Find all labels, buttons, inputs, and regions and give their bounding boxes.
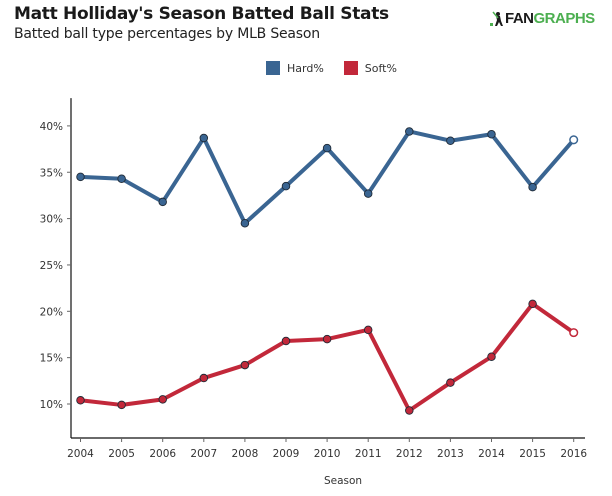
- data-point-hard: [363, 189, 373, 198]
- logo-text-fan: FAN: [505, 10, 534, 27]
- batter-icon: [490, 11, 503, 26]
- data-point-soft: [240, 360, 250, 370]
- x-tick-label: 2009: [273, 448, 300, 460]
- data-point-hard: [117, 174, 126, 183]
- data-point-soft: [117, 400, 126, 410]
- y-axis: 10% 15% 20% 25% 30% 35% 40%: [40, 98, 72, 438]
- data-point-hard: [528, 182, 537, 192]
- x-tick-label: 2010: [314, 448, 341, 460]
- x-tick-label: 2012: [396, 448, 423, 460]
- x-tick-label: 2008: [232, 448, 259, 460]
- data-point-hard: [240, 218, 250, 228]
- x-axis-title: Season: [324, 475, 362, 487]
- data-point-soft: [363, 325, 373, 335]
- y-tick-label: 25%: [40, 260, 63, 272]
- series-line-soft: [78, 301, 576, 413]
- legend-item-soft[interactable]: Soft%: [343, 61, 397, 75]
- x-tick-label: 2004: [67, 448, 94, 460]
- data-point-hard: [446, 136, 455, 145]
- legend-label-hard: Hard%: [287, 61, 324, 75]
- x-tick-label: 2011: [355, 448, 382, 460]
- x-tick-label: 2014: [478, 448, 505, 460]
- legend-swatch-soft: [343, 61, 358, 75]
- data-point-hard: [281, 181, 291, 191]
- y-tick-label: 15%: [40, 353, 63, 365]
- data-point-soft: [569, 328, 579, 338]
- data-point-soft: [487, 352, 496, 361]
- y-tick-label: 20%: [40, 306, 63, 318]
- chart-subtitle: Batted ball type percentages by MLB Seas…: [14, 26, 320, 42]
- data-point-hard: [199, 133, 209, 143]
- y-tick-label: 30%: [40, 214, 63, 226]
- data-point-soft: [158, 395, 167, 404]
- data-point-hard: [569, 135, 579, 145]
- data-point-soft: [446, 378, 455, 387]
- x-tick-label: 2005: [108, 448, 135, 460]
- x-tick-label: 2016: [560, 448, 587, 460]
- data-point-hard: [158, 197, 167, 207]
- logo-text-graphs: GRAPHS: [533, 10, 596, 27]
- data-point-hard: [405, 127, 414, 136]
- data-point-hard: [76, 172, 85, 182]
- legend-item-hard[interactable]: Hard%: [266, 61, 324, 75]
- fangraphs-logo[interactable]: FAN GRAPHS: [490, 10, 595, 27]
- x-tick-label: 2007: [190, 448, 217, 460]
- data-point-soft: [281, 336, 291, 346]
- y-tick-label: 40%: [40, 121, 63, 133]
- y-tick-label: 35%: [40, 167, 63, 179]
- x-tick-label: 2006: [149, 448, 176, 460]
- x-tick-label: 2013: [437, 448, 464, 460]
- chart-legend: Hard% Soft%: [266, 61, 417, 75]
- chart-title: Matt Holliday's Season Batted Ball Stats: [14, 4, 389, 24]
- x-tick-label: 2015: [519, 448, 546, 460]
- data-point-soft: [76, 396, 85, 405]
- y-tick-label: 10%: [40, 399, 63, 411]
- data-point-soft: [528, 299, 537, 309]
- series-layer: [76, 127, 579, 415]
- x-axis: 2004 2005 2006 2007 2008 2009 2010 2011 2012 2013…: [67, 437, 587, 460]
- data-point-soft: [405, 406, 414, 415]
- data-point-hard: [487, 129, 496, 139]
- data-point-soft: [322, 334, 332, 344]
- legend-label-soft: Soft%: [364, 61, 397, 75]
- data-point-hard: [322, 143, 332, 153]
- data-point-soft: [199, 373, 209, 383]
- legend-swatch-hard: [266, 61, 280, 75]
